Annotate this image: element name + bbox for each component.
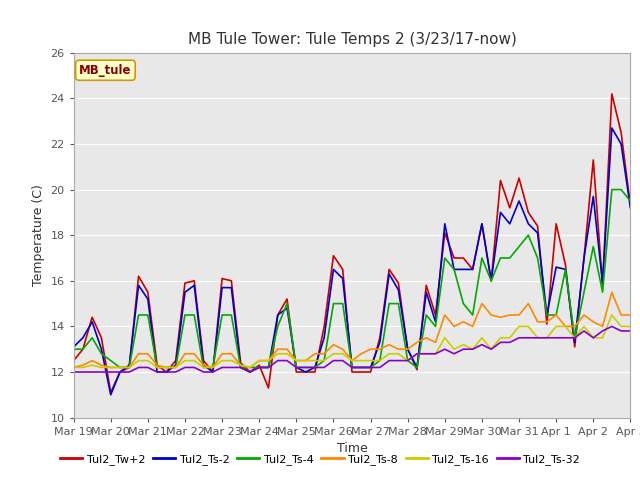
Tul2_Ts-8	[70, 365, 77, 371]
Tul2_Ts-8	[552, 312, 560, 318]
Tul2_Ts-4	[608, 187, 616, 192]
Tul2_Ts-16	[404, 358, 412, 363]
Tul2_Ts-4	[413, 365, 421, 371]
Y-axis label: Temperature (C): Temperature (C)	[32, 184, 45, 286]
Tul2_Ts-8	[181, 351, 189, 357]
Tul2_Ts-32	[608, 324, 616, 329]
Text: MB_tule: MB_tule	[79, 64, 132, 77]
Tul2_Ts-2	[627, 205, 634, 211]
Tul2_Ts-16	[200, 365, 207, 371]
Line: Tul2_Ts-8: Tul2_Ts-8	[74, 292, 630, 368]
Tul2_Tw+2	[107, 390, 115, 396]
Tul2_Tw+2	[191, 278, 198, 284]
Tul2_Tw+2	[274, 312, 282, 318]
Tul2_Ts-8	[627, 312, 634, 318]
Line: Tul2_Tw+2: Tul2_Tw+2	[74, 94, 630, 393]
Line: Tul2_Ts-4: Tul2_Ts-4	[74, 190, 630, 368]
Tul2_Ts-2	[191, 282, 198, 288]
Tul2_Tw+2	[376, 335, 384, 341]
Tul2_Ts-16	[608, 312, 616, 318]
Tul2_Ts-16	[70, 365, 77, 371]
Tul2_Ts-2	[413, 365, 421, 371]
Tul2_Ts-2	[70, 344, 77, 350]
Tul2_Ts-32	[181, 365, 189, 371]
Tul2_Ts-4	[209, 365, 216, 371]
Line: Tul2_Ts-2: Tul2_Ts-2	[74, 128, 630, 395]
Tul2_Ts-16	[181, 358, 189, 363]
Tul2_Ts-2	[209, 369, 216, 375]
Tul2_Ts-2	[376, 339, 384, 345]
Tul2_Ts-8	[404, 347, 412, 352]
Tul2_Tw+2	[627, 203, 634, 208]
Tul2_Ts-32	[404, 358, 412, 363]
Tul2_Ts-8	[608, 289, 616, 295]
Tul2_Ts-4	[70, 347, 77, 352]
Tul2_Ts-4	[562, 266, 570, 272]
Tul2_Ts-4	[376, 358, 384, 363]
Tul2_Ts-32	[552, 335, 560, 341]
Tul2_Ts-32	[70, 369, 77, 375]
Tul2_Ts-16	[627, 324, 634, 329]
Tul2_Ts-8	[265, 358, 273, 363]
Tul2_Ts-32	[367, 365, 374, 371]
Tul2_Ts-2	[562, 266, 570, 272]
Tul2_Ts-2	[107, 392, 115, 397]
Tul2_Ts-4	[116, 365, 124, 371]
Tul2_Tw+2	[413, 367, 421, 372]
Tul2_Ts-32	[265, 365, 273, 371]
Tul2_Ts-8	[367, 347, 374, 352]
Legend: Tul2_Tw+2, Tul2_Ts-2, Tul2_Ts-4, Tul2_Ts-8, Tul2_Ts-16, Tul2_Ts-32: Tul2_Tw+2, Tul2_Ts-2, Tul2_Ts-4, Tul2_Ts…	[56, 450, 584, 469]
Tul2_Ts-16	[552, 324, 560, 329]
Tul2_Ts-16	[265, 358, 273, 363]
Tul2_Ts-32	[200, 369, 207, 375]
Tul2_Ts-2	[274, 312, 282, 318]
Tul2_Ts-4	[274, 324, 282, 329]
Tul2_Tw+2	[209, 369, 216, 375]
Line: Tul2_Ts-16: Tul2_Ts-16	[74, 315, 630, 368]
Tul2_Tw+2	[608, 91, 616, 97]
Tul2_Tw+2	[562, 262, 570, 268]
Tul2_Ts-2	[608, 125, 616, 131]
Tul2_Ts-16	[367, 358, 374, 363]
Title: MB Tule Tower: Tule Temps 2 (3/23/17-now): MB Tule Tower: Tule Temps 2 (3/23/17-now…	[188, 33, 516, 48]
X-axis label: Time: Time	[337, 442, 367, 455]
Tul2_Ts-4	[191, 312, 198, 318]
Tul2_Ts-4	[627, 198, 634, 204]
Tul2_Ts-32	[627, 328, 634, 334]
Tul2_Ts-8	[200, 362, 207, 368]
Tul2_Tw+2	[70, 358, 77, 363]
Line: Tul2_Ts-32: Tul2_Ts-32	[74, 326, 630, 372]
